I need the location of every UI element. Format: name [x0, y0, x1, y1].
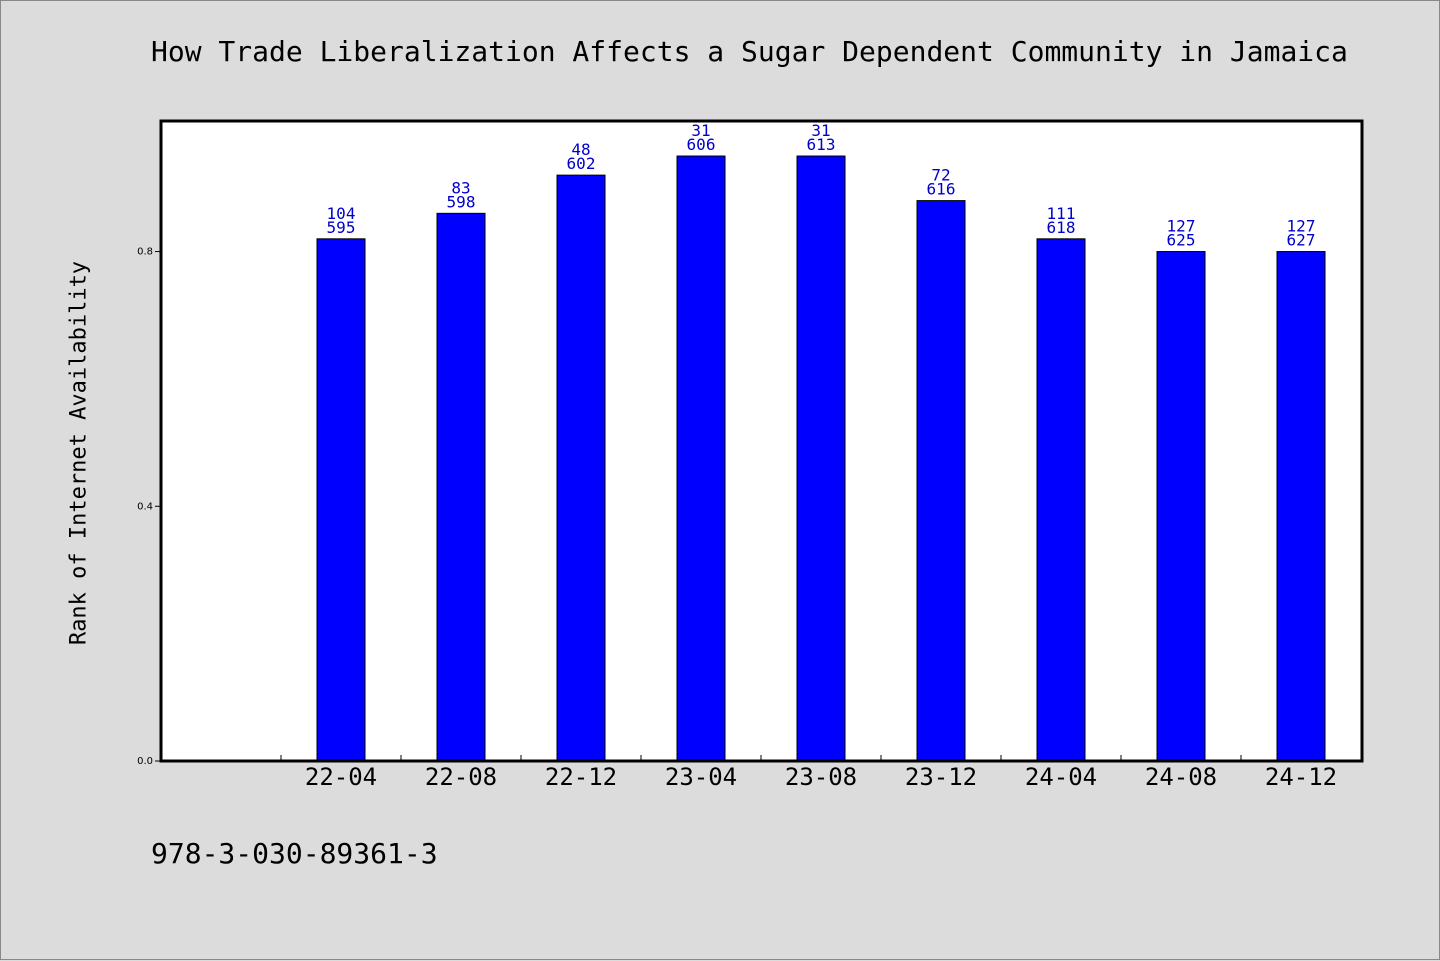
chart-title: How Trade Liberalization Affects a Sugar… — [151, 35, 1348, 68]
x-tick-label: 22-12 — [545, 763, 617, 791]
data-label-bottom: 616 — [927, 180, 956, 199]
bar — [316, 238, 366, 762]
plot-border — [159, 119, 1364, 763]
data-label-bottom: 598 — [447, 192, 476, 211]
data-label-bottom: 625 — [1167, 231, 1196, 250]
data-label-bottom: 627 — [1287, 231, 1316, 250]
x-tick-label: 23-08 — [785, 763, 857, 791]
x-tick-label: 24-04 — [1025, 763, 1097, 791]
data-label-bottom: 602 — [567, 154, 596, 173]
data-label-bottom: 618 — [1047, 218, 1076, 237]
x-tick-label: 24-12 — [1265, 763, 1337, 791]
bar — [1276, 251, 1326, 762]
y-tick-label: 0.8 — [137, 247, 153, 258]
bar — [1036, 238, 1086, 762]
data-label-bottom: 606 — [687, 135, 716, 154]
data-label-top: 72 — [931, 166, 950, 185]
bar — [676, 155, 726, 762]
data-label-top: 104 — [327, 204, 356, 223]
y-tick-label: 0.0 — [137, 756, 153, 767]
footer-code: 978-3-030-89361-3 — [151, 837, 438, 870]
data-label-top: 48 — [571, 140, 590, 159]
x-tick-label: 24-08 — [1145, 763, 1217, 791]
x-tick-label: 22-08 — [425, 763, 497, 791]
data-label-top: 31 — [811, 121, 830, 140]
bar — [796, 155, 846, 762]
y-tick-label: 0.4 — [137, 501, 153, 512]
data-label-top: 31 — [691, 121, 710, 140]
bar — [1156, 251, 1206, 762]
data-label-top: 127 — [1167, 217, 1196, 236]
data-label-top: 111 — [1047, 204, 1076, 223]
x-tick-label: 22-04 — [305, 763, 377, 791]
bar — [916, 200, 966, 762]
data-label-bottom: 613 — [807, 135, 836, 154]
data-label-top: 83 — [451, 178, 470, 197]
x-tick-label: 23-12 — [905, 763, 977, 791]
data-label-bottom: 595 — [327, 218, 356, 237]
data-label-top: 127 — [1287, 217, 1316, 236]
bar — [436, 212, 486, 762]
x-tick-label: 23-04 — [665, 763, 737, 791]
bar — [556, 174, 606, 762]
